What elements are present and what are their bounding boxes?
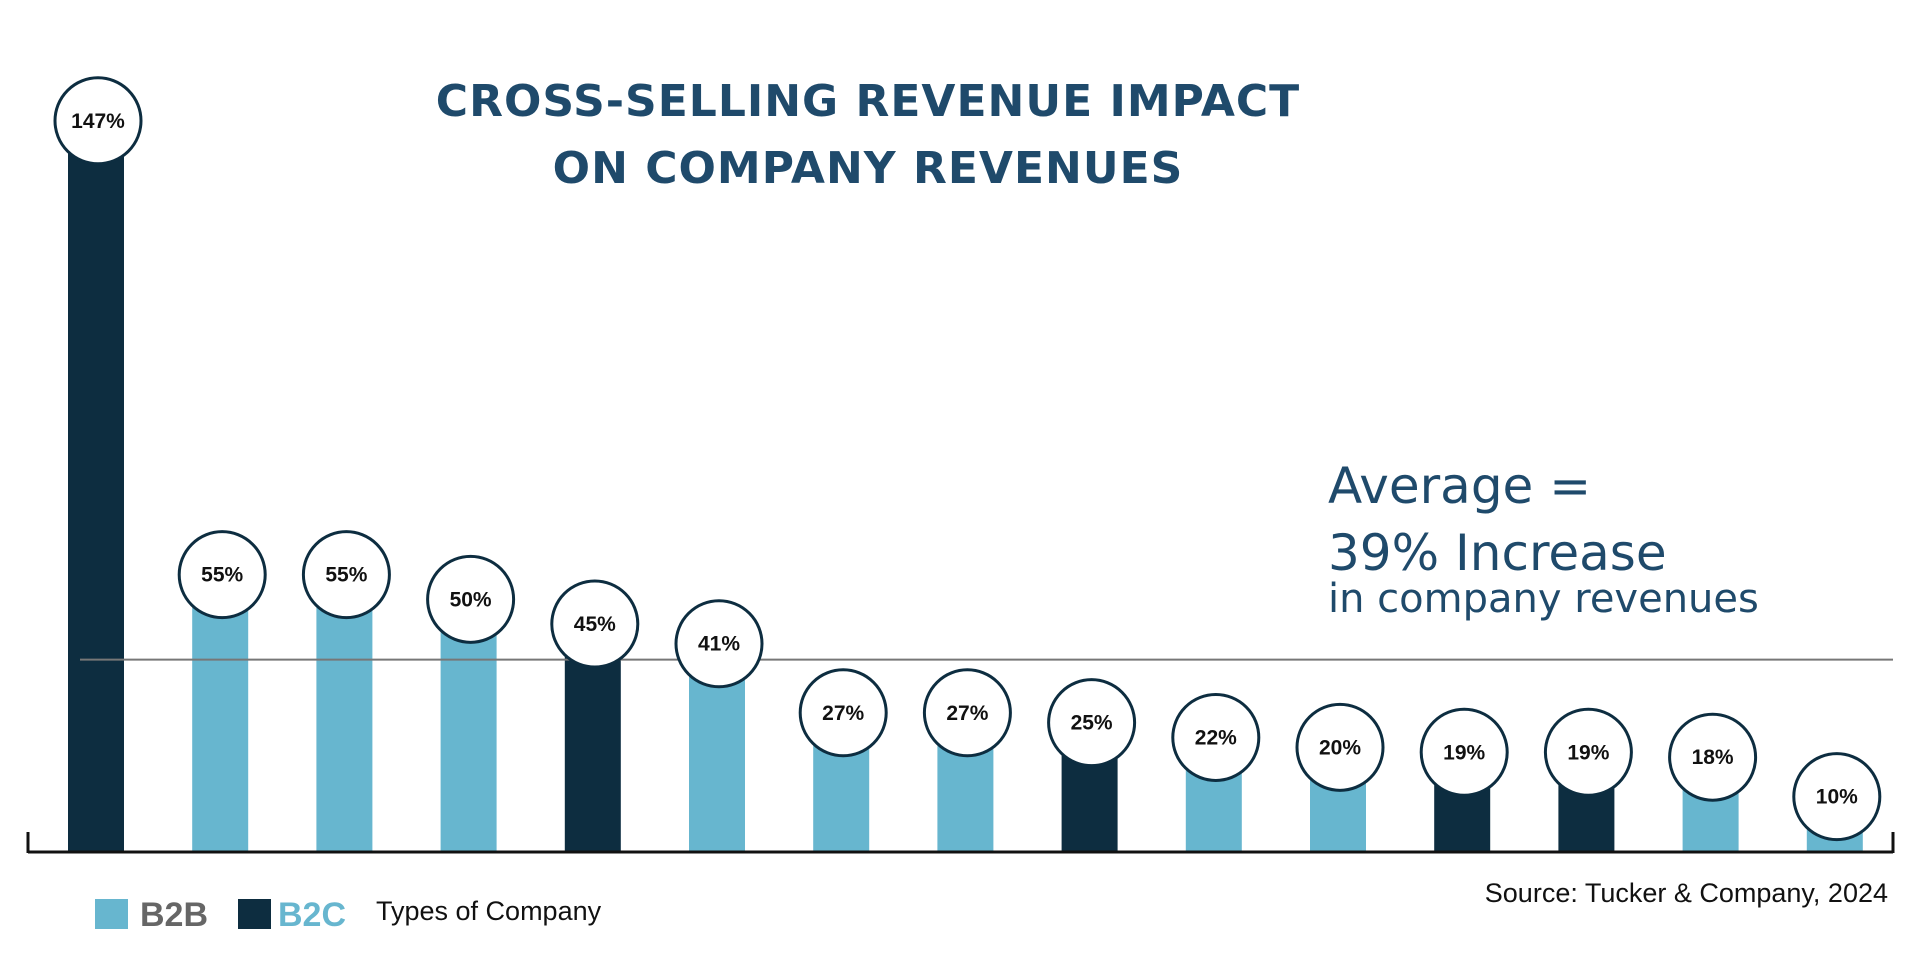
average-value-label: 39% Increase	[1328, 524, 1667, 582]
bubble-7	[798, 668, 888, 758]
bar-label-8: 27%	[946, 702, 988, 725]
legend: B2B B2C Types of Company	[95, 896, 602, 934]
bubble-13	[1543, 707, 1633, 797]
bar-1	[68, 126, 124, 853]
bubble-5	[550, 579, 640, 669]
bar-label-14: 18%	[1692, 746, 1734, 769]
bar-label-10: 22%	[1195, 726, 1237, 749]
legend-b2c-swatch	[238, 899, 271, 929]
bubble-3	[301, 530, 391, 620]
bar-2	[192, 580, 249, 852]
average-label: Average =	[1328, 457, 1591, 515]
bubble-4	[426, 554, 516, 644]
bubbles-group: 147% 55% 55% 50% 45% 41% 27% 27% 25% 22% 20% 19% 19%…	[53, 76, 1882, 842]
average-subtitle: in company revenues	[1328, 576, 1759, 622]
bar-label-1: 147%	[71, 110, 125, 133]
bubble-12	[1419, 707, 1509, 797]
bar-label-7: 27%	[822, 702, 864, 725]
bar-label-11: 20%	[1319, 736, 1361, 759]
bubble-11	[1295, 702, 1385, 792]
bar-label-2: 55%	[201, 564, 243, 587]
bar-label-15: 10%	[1816, 786, 1858, 809]
bar-label-5: 45%	[574, 613, 616, 636]
bars-group	[68, 126, 1863, 853]
bubble-2	[177, 530, 267, 620]
bar-label-4: 50%	[450, 588, 492, 611]
bar-label-6: 41%	[698, 633, 740, 656]
x-axis	[26, 832, 1895, 854]
legend-caption: Types of Company	[376, 896, 602, 926]
bar-label-9: 25%	[1071, 712, 1113, 735]
bar-label-3: 55%	[325, 564, 367, 587]
bubble-9	[1047, 678, 1137, 768]
bubble-1	[53, 76, 143, 166]
bubble-14	[1668, 712, 1758, 802]
chart-title-line-2: ON COMPANY REVENUES	[553, 143, 1184, 194]
bubble-15	[1792, 752, 1882, 842]
bubble-6	[674, 599, 764, 689]
bar-3	[316, 580, 373, 852]
legend-b2b-label: B2B	[140, 896, 208, 934]
bubble-8	[922, 668, 1012, 758]
bar-4	[440, 605, 497, 852]
legend-b2b-swatch	[95, 899, 128, 929]
bar-label-13: 19%	[1567, 741, 1609, 764]
chart-title-line-1: CROSS-SELLING REVENUE IMPACT	[436, 76, 1300, 127]
source-note: Source: Tucker & Company, 2024	[1485, 878, 1888, 908]
bar-label-12: 19%	[1443, 741, 1485, 764]
bubble-10	[1171, 692, 1261, 782]
legend-b2c-label: B2C	[278, 896, 346, 934]
